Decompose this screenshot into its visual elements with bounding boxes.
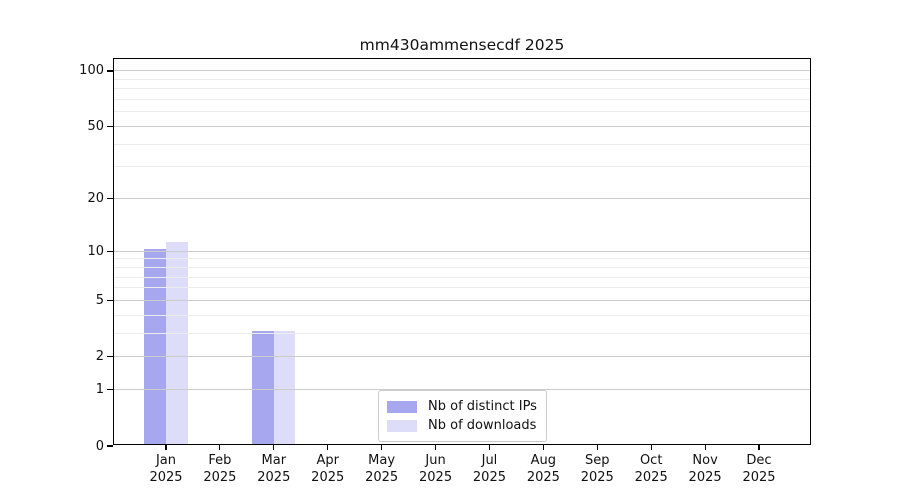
x-axis-label: Jun 2025 — [401, 452, 471, 486]
y-axis-tick — [107, 197, 113, 200]
legend-swatch-nb-of-downloads — [387, 419, 417, 432]
bar-nb-of-downloads — [166, 242, 188, 444]
x-axis-tick — [704, 444, 706, 450]
x-axis-label: Jul 2025 — [454, 452, 524, 486]
y-axis-tick — [107, 356, 113, 358]
legend-row: Nb of distinct IPs — [387, 397, 538, 416]
y-axis-tick — [107, 70, 113, 72]
x-axis-label: Jan 2025 — [131, 452, 201, 486]
gridline-minor — [114, 111, 810, 113]
y-axis-label: 100 — [79, 63, 104, 79]
gridline-minor — [114, 332, 810, 334]
x-axis-tick — [488, 444, 491, 450]
legend-label: Nb of distinct IPs — [428, 399, 537, 414]
x-year-text: 2025 — [257, 470, 291, 485]
gridline-minor — [114, 276, 810, 278]
x-year-text: 2025 — [742, 470, 776, 485]
y-axis-tick — [107, 250, 113, 252]
bar-nb-of-downloads — [273, 331, 296, 444]
x-axis-label: Mar 2025 — [239, 452, 309, 486]
y-axis-label: 50 — [87, 118, 104, 134]
x-month-text: Dec — [746, 453, 772, 468]
x-axis-label: Aug 2025 — [508, 452, 578, 486]
legend-swatch-nb-of-distinct-ips — [387, 400, 417, 413]
legend-label: Nb of downloads — [428, 418, 537, 433]
legend-row: Nb of downloads — [387, 416, 538, 435]
x-axis-tick — [381, 444, 383, 450]
x-axis-tick — [327, 444, 329, 450]
gridline-major — [114, 389, 810, 391]
gridline-minor — [114, 258, 810, 260]
x-axis-label: Feb 2025 — [185, 452, 255, 486]
gridline-minor — [114, 99, 810, 101]
x-axis-tick — [165, 444, 167, 450]
x-axis-tick — [596, 444, 598, 450]
y-axis-label: 2 — [95, 349, 104, 365]
y-axis-tick — [107, 125, 113, 128]
x-month-text: Nov — [692, 453, 718, 468]
gridline-major — [114, 356, 810, 358]
x-axis-label: Sep 2025 — [562, 452, 632, 486]
plot-area: 0 1 2 5 10 20 50 100 Jan 2025 Feb 2025 Mar 2025 Apr 202… — [79, 58, 811, 485]
x-axis-label: Nov 2025 — [670, 452, 740, 486]
legend: Nb of distinct IPs Nb of downloads — [378, 390, 547, 442]
y-axis-label: 1 — [95, 382, 104, 398]
gridline-minor — [114, 287, 810, 289]
gridline-major — [114, 198, 810, 200]
gridline-minor — [114, 78, 810, 80]
x-year-text: 2025 — [688, 470, 722, 485]
x-axis-label: Apr 2025 — [293, 452, 363, 486]
x-axis-label: Dec 2025 — [724, 452, 794, 486]
x-year-text: 2025 — [580, 470, 614, 485]
gridline-major — [114, 125, 810, 127]
gridline-major — [114, 70, 810, 72]
x-month-text: Feb — [208, 453, 232, 468]
x-axis-tick — [650, 444, 652, 450]
x-year-text: 2025 — [419, 470, 453, 485]
x-axis-tick — [758, 444, 760, 450]
x-year-text: 2025 — [311, 470, 345, 485]
x-month-text: Apr — [316, 453, 339, 468]
y-axis-label: 20 — [87, 191, 104, 207]
y-axis-tick — [107, 299, 113, 301]
x-month-text: Oct — [639, 453, 663, 468]
x-axis-tick — [434, 444, 437, 450]
x-month-text: Jul — [481, 453, 498, 468]
x-year-text: 2025 — [203, 470, 237, 485]
x-axis-tick — [273, 444, 275, 450]
x-year-text: 2025 — [472, 470, 506, 485]
y-axis-tick — [107, 445, 113, 447]
y-axis-label: 10 — [87, 243, 104, 259]
gridline-minor — [114, 88, 810, 90]
x-year-text: 2025 — [365, 470, 399, 485]
y-axis-tick — [107, 389, 113, 391]
y-axis-label: 5 — [95, 292, 104, 308]
x-year-text: 2025 — [526, 470, 560, 485]
gridline-minor — [114, 143, 810, 145]
chart-title: mm430ammensecdf 2025 — [359, 36, 565, 54]
x-month-text: Jun — [425, 453, 446, 468]
bar-nb-of-distinct-ips — [144, 249, 166, 444]
gridline-major — [114, 299, 810, 301]
x-axis-tick — [219, 444, 221, 450]
y-axis-label: 0 — [95, 438, 104, 454]
x-month-text: May — [368, 453, 396, 468]
x-year-text: 2025 — [634, 470, 668, 485]
x-axis-tick — [542, 444, 544, 450]
x-month-text: Sep — [585, 453, 610, 468]
x-month-text: Aug — [530, 453, 557, 468]
gridline-minor — [114, 266, 810, 268]
gridline-minor — [114, 314, 810, 316]
x-month-text: Jan — [155, 453, 177, 468]
x-month-text: Mar — [261, 453, 287, 468]
bar-nb-of-distinct-ips — [252, 331, 274, 444]
x-axis-label: Oct 2025 — [616, 452, 686, 486]
x-year-text: 2025 — [149, 470, 183, 485]
x-axis-label: May 2025 — [347, 452, 417, 486]
gridline-major — [114, 250, 810, 252]
gridline-minor — [114, 166, 810, 168]
